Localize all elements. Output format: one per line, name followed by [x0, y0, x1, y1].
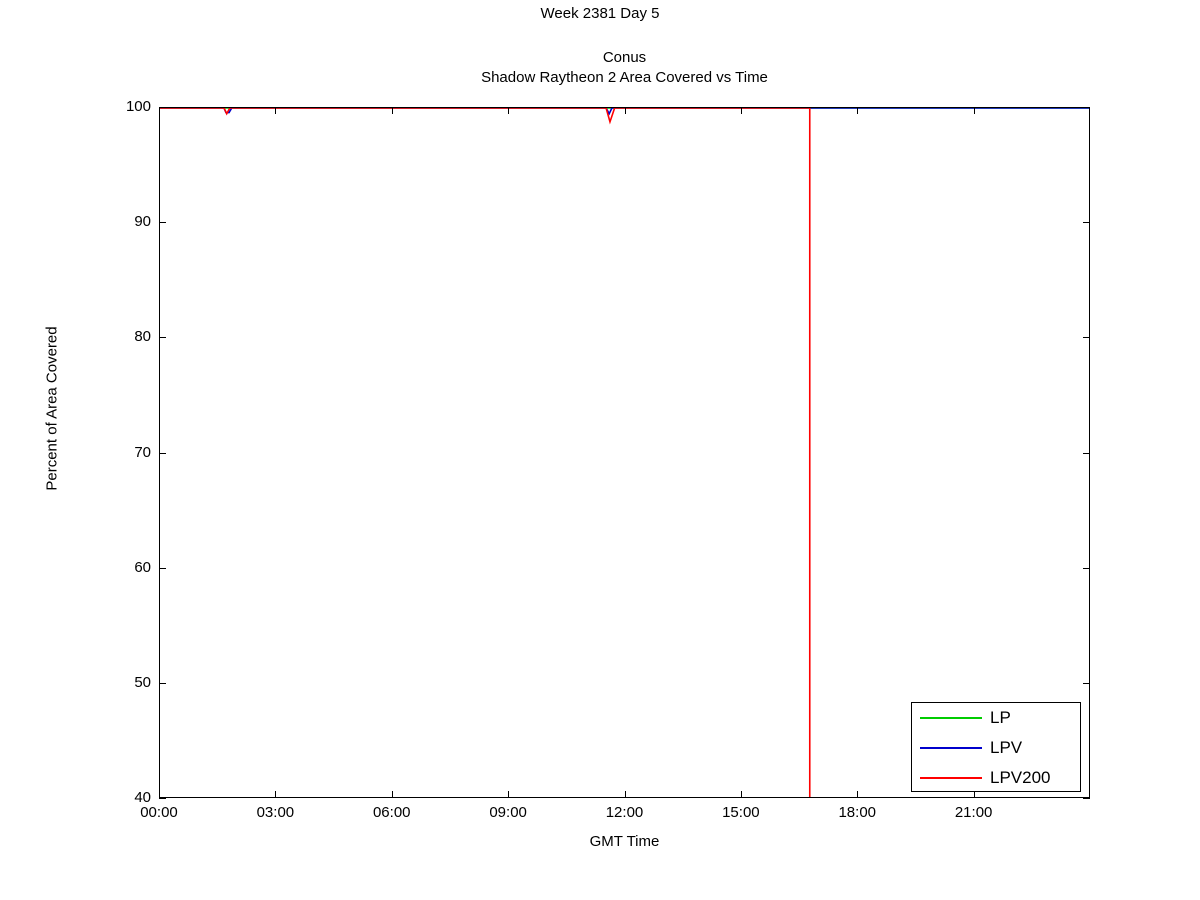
y-tick-mark-70 [159, 453, 166, 454]
x-tick-mark-2100 [974, 791, 975, 798]
x-tick-mark-0300 [275, 791, 276, 798]
y-tick-mark-60 [159, 568, 166, 569]
x-tick-label-0900: 09:00 [489, 804, 527, 821]
y-tick-mark-right-50 [1083, 683, 1090, 684]
plot-area [159, 107, 1090, 798]
y-tick-mark-right-90 [1083, 222, 1090, 223]
x-tick-mark-top-0300 [275, 107, 276, 114]
y-tick-label-90: 90 [134, 213, 151, 231]
x-tick-mark-1200 [625, 791, 626, 798]
x-axis-label: GMT Time [589, 833, 660, 850]
y-tick-mark-right-80 [1083, 337, 1090, 338]
legend-entry-lpv[interactable]: LPV [912, 733, 1080, 763]
y-tick-mark-50 [159, 683, 166, 684]
legend-label-lp: LP [990, 708, 1011, 727]
legend-swatch-lpv200 [920, 777, 982, 779]
legend-label-lpv200: LPV200 [990, 768, 1051, 787]
x-tick-label-1500: 15:00 [722, 804, 760, 821]
x-tick-label-0600: 06:00 [372, 804, 411, 821]
axes-title-line-2: Shadow Raytheon 2 Area Covered vs Time [481, 69, 768, 86]
y-tick-mark-40 [159, 798, 166, 799]
legend-entry-lpv200[interactable]: LPV200 [912, 763, 1080, 793]
legend-swatch-lp [920, 717, 982, 719]
y-tick-mark-right-100 [1083, 107, 1090, 108]
x-tick-mark-0900 [508, 791, 509, 798]
x-tick-label-1200: 12:00 [605, 804, 644, 821]
x-tick-mark-top-1200 [625, 107, 626, 114]
x-tick-mark-top-0600 [392, 107, 393, 114]
y-tick-mark-90 [159, 222, 166, 223]
legend-swatch-lpv [920, 747, 982, 749]
legend-box: LP LPV LPV200 [911, 702, 1081, 792]
x-tick-mark-1500 [741, 791, 742, 798]
y-tick-label-70: 70 [134, 443, 151, 461]
x-tick-mark-0600 [392, 791, 393, 798]
x-tick-mark-0000 [159, 791, 160, 798]
x-tick-mark-top-2100 [974, 107, 975, 114]
y-tick-mark-80 [159, 337, 166, 338]
y-tick-mark-right-60 [1083, 568, 1090, 569]
y-tick-mark-100 [159, 107, 166, 108]
y-tick-label-50: 50 [134, 673, 151, 691]
figure-suptitle: Week 2381 Day 5 [540, 5, 660, 22]
axes-title: Conus Shadow Raytheon 2 Area Covered vs … [159, 48, 1090, 88]
x-tick-label-0000: 00:00 [140, 804, 178, 821]
series-line-lpv200 [160, 108, 811, 797]
y-tick-mark-right-40 [1083, 798, 1090, 799]
x-tick-label-1800: 18:00 [838, 804, 877, 821]
x-tick-label-2100: 21:00 [954, 804, 993, 821]
x-tick-label-0300: 03:00 [256, 804, 295, 821]
x-tick-mark-top-0000 [159, 107, 160, 114]
legend-label-lpv: LPV [990, 738, 1023, 757]
legend-entry-lp[interactable]: LP [912, 703, 1080, 733]
y-tick-label-100: 100 [125, 98, 151, 115]
axes-title-line-1: Conus [602, 49, 647, 66]
x-tick-mark-top-1500 [741, 107, 742, 114]
y-tick-mark-right-70 [1083, 453, 1090, 454]
y-tick-label-60: 60 [134, 558, 151, 576]
y-axis-label: Percent of Area Covered [43, 326, 61, 491]
x-tick-mark-top-0900 [508, 107, 509, 114]
plot-svg [160, 108, 1089, 797]
y-tick-label-80: 80 [134, 328, 151, 346]
y-tick-label-40: 40 [134, 789, 151, 806]
x-tick-mark-1800 [857, 791, 858, 798]
x-tick-mark-top-1800 [857, 107, 858, 114]
